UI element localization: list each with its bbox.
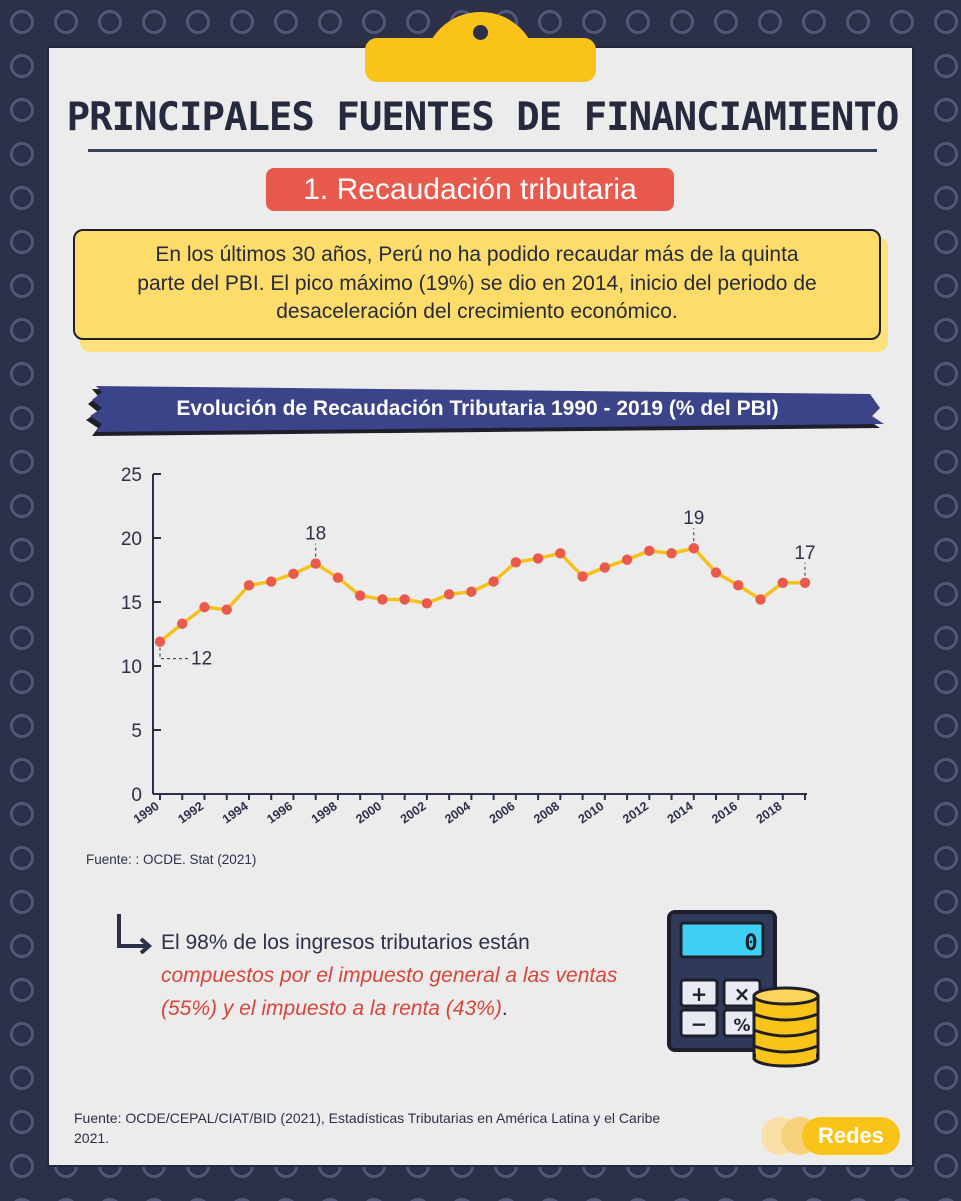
calculator-display: 0	[744, 931, 757, 956]
multiply-key-icon: ×	[734, 982, 751, 1006]
x-tick-label: 2004	[442, 799, 473, 826]
data-point	[310, 558, 321, 569]
x-tick-label: 2016	[709, 799, 740, 826]
title-underline	[88, 149, 877, 152]
y-tick-label: 5	[131, 721, 142, 742]
section-badge: 1. Recaudación tributaria	[266, 168, 674, 211]
data-point	[154, 636, 166, 647]
data-point	[354, 590, 366, 601]
data-point	[243, 580, 255, 591]
y-tick-label: 20	[121, 529, 142, 550]
calculator-coins-icon: 0 + × − %	[667, 910, 820, 1068]
data-point	[621, 554, 633, 565]
plus-key-icon: +	[691, 982, 708, 1006]
chart-title-ribbon	[86, 386, 884, 436]
x-tick-label: 2000	[353, 799, 384, 826]
clipboard-clip-hole	[473, 25, 488, 40]
data-point	[555, 548, 566, 559]
x-tick-label: 1996	[264, 799, 295, 826]
data-point	[266, 576, 277, 587]
minus-key-icon: −	[691, 1012, 708, 1036]
data-point	[221, 604, 232, 615]
intro-line-1: En los últimos 30 años, Perú no ha podid…	[155, 243, 799, 266]
data-point	[755, 594, 766, 605]
stat-end: .	[501, 997, 508, 1020]
x-tick-label: 2010	[576, 799, 607, 826]
chart-title: Evolución de Recaudación Tributaria 1990…	[176, 397, 779, 420]
stat-plain: El 98% de los ingresos tributarios están	[161, 931, 530, 954]
data-point	[644, 545, 655, 556]
intro-line-3: desaceleración del crecimiento económico…	[276, 300, 678, 323]
x-tick-label: 2014	[665, 799, 696, 826]
x-tick-label: 2008	[531, 799, 562, 826]
data-point	[399, 594, 410, 605]
data-point	[710, 567, 722, 578]
data-label: 12	[191, 649, 212, 670]
data-point	[443, 589, 455, 600]
chart-source: Fuente: : OCDE. Stat (2021)	[86, 852, 257, 867]
data-label: 18	[305, 524, 326, 545]
data-point	[199, 601, 210, 613]
coin-stack-icon	[752, 986, 820, 1068]
y-tick-label: 15	[121, 593, 142, 614]
stat-text: El 98% de los ingresos tributarios están…	[161, 926, 631, 1025]
y-tick-label: 0	[131, 785, 142, 806]
x-tick-label: 1994	[220, 799, 251, 826]
data-point	[466, 586, 477, 597]
x-tick-label: 1992	[175, 799, 206, 826]
data-point	[532, 553, 544, 564]
data-point	[332, 572, 344, 583]
data-point	[599, 562, 611, 573]
data-point	[377, 594, 388, 605]
stat-highlight: compuestos por el impuesto general a las…	[161, 964, 618, 1020]
x-tick-label: 1998	[309, 799, 340, 826]
x-tick-label: 2012	[620, 799, 651, 826]
data-label: 19	[683, 508, 704, 529]
arrow-turn-icon	[117, 914, 153, 954]
redes-logo: Redes	[802, 1117, 900, 1155]
page-title: PRINCIPALES FUENTES DE FINANCIAMIENTO	[66, 95, 900, 140]
intro-line-2: parte del PBI. El pico máximo (19%) se d…	[137, 271, 817, 295]
x-tick-label: 2018	[754, 799, 785, 826]
data-point	[488, 576, 499, 587]
series-line	[158, 546, 805, 644]
data-point	[666, 548, 677, 559]
x-tick-label: 2002	[398, 799, 429, 826]
data-label: 17	[794, 543, 815, 564]
x-tick-label: 2006	[487, 799, 518, 826]
data-point	[177, 618, 188, 629]
y-tick-label: 25	[121, 465, 142, 486]
data-point	[577, 571, 588, 582]
percent-key-icon: %	[733, 1016, 750, 1036]
annotation-leader	[159, 647, 190, 660]
footer-source: Fuente: OCDE/CEPAL/CIAT/BID (2021), Esta…	[74, 1110, 661, 1146]
data-point	[421, 598, 433, 609]
y-tick-label: 10	[121, 657, 142, 678]
data-point	[688, 543, 699, 554]
data-point	[733, 580, 744, 591]
intro-note: En los últimos 30 años, Perú no ha podid…	[73, 229, 881, 340]
data-point	[799, 577, 811, 588]
data-point	[510, 557, 522, 568]
data-point	[777, 577, 788, 588]
data-point	[288, 568, 299, 580]
clipboard-clip-base	[365, 38, 596, 82]
